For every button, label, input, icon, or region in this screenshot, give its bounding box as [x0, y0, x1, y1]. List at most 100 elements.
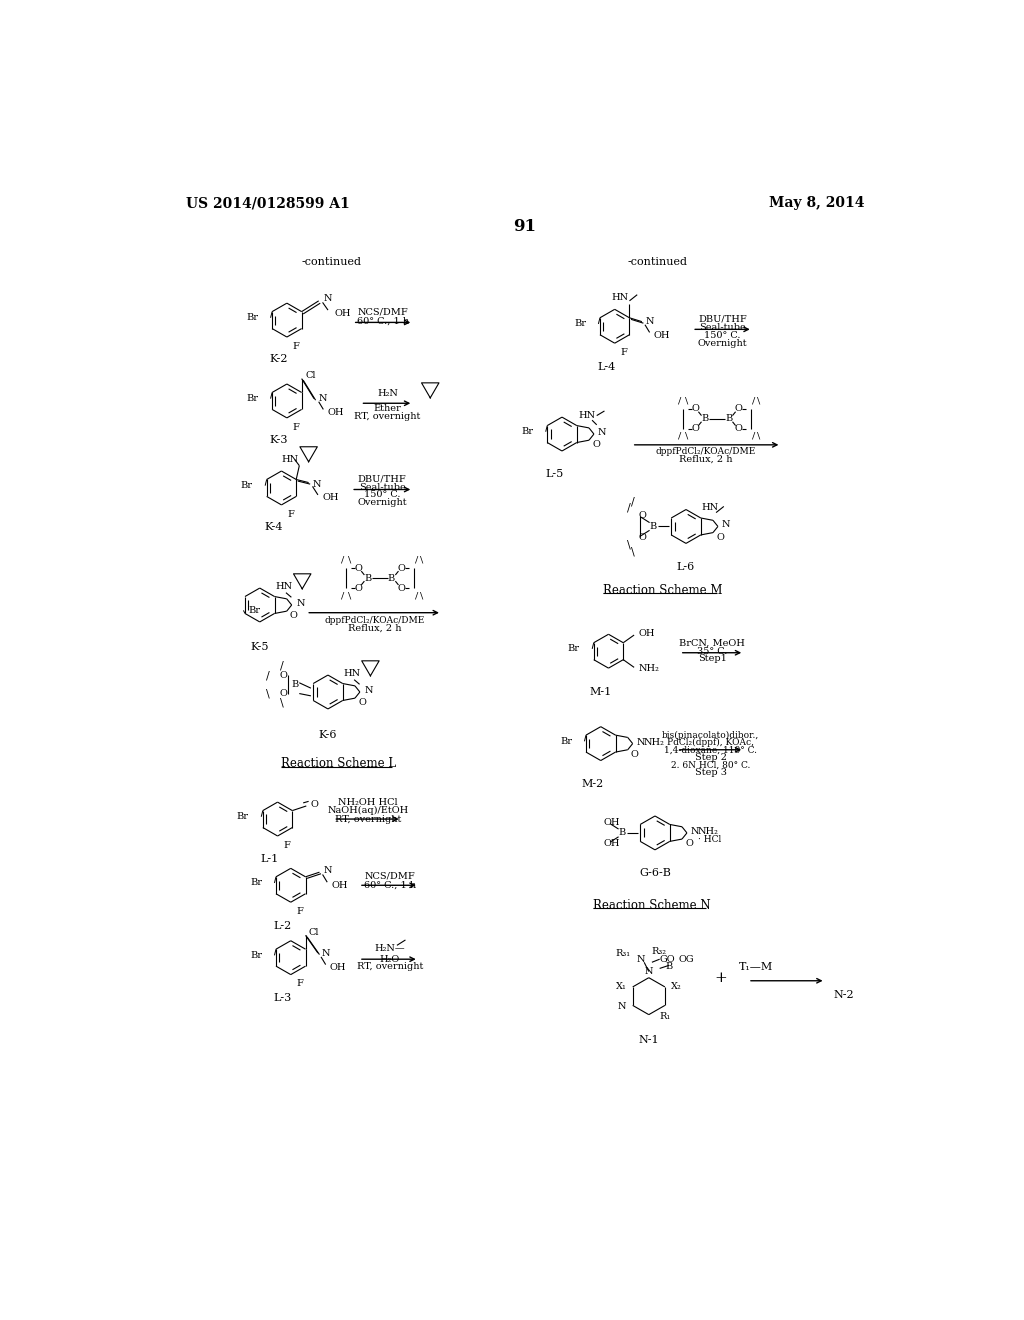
- Text: Reflux, 2 h: Reflux, 2 h: [348, 623, 401, 632]
- Text: H₂O: H₂O: [380, 954, 400, 964]
- Text: L-3: L-3: [273, 993, 292, 1003]
- Text: \: \: [347, 591, 351, 601]
- Text: OH: OH: [323, 494, 339, 503]
- Text: N: N: [296, 599, 305, 609]
- Text: /: /: [266, 671, 270, 680]
- Text: R₃₂: R₃₂: [652, 946, 667, 956]
- Text: Step1: Step1: [698, 655, 727, 664]
- Text: Br: Br: [241, 482, 253, 490]
- Text: N: N: [598, 428, 606, 437]
- Text: O: O: [280, 689, 287, 698]
- Text: O: O: [592, 441, 600, 449]
- Text: Br: Br: [246, 395, 258, 403]
- Text: B: B: [365, 574, 372, 582]
- Text: F: F: [293, 342, 300, 351]
- Text: T₁—M: T₁—M: [738, 962, 773, 972]
- Text: -continued: -continued: [302, 257, 361, 268]
- Text: HN: HN: [579, 411, 596, 420]
- Text: 1,4-dioxane, 110° C.: 1,4-dioxane, 110° C.: [665, 746, 758, 754]
- Text: O: O: [358, 698, 366, 708]
- Text: Br: Br: [560, 737, 572, 746]
- Text: B: B: [666, 962, 673, 972]
- Text: PdCl₂(dppf), KOAc,: PdCl₂(dppf), KOAc,: [668, 738, 755, 747]
- Text: OH: OH: [639, 630, 655, 638]
- Text: NCS/DMF: NCS/DMF: [365, 871, 416, 880]
- Text: N: N: [324, 294, 332, 304]
- Text: /: /: [679, 432, 682, 441]
- Text: \: \: [420, 556, 423, 565]
- Text: N: N: [637, 954, 645, 964]
- Text: · HCl: · HCl: [697, 834, 721, 843]
- Text: N: N: [318, 395, 328, 403]
- Text: O: O: [639, 533, 646, 541]
- Text: N: N: [365, 686, 373, 694]
- Text: N: N: [322, 949, 331, 958]
- Text: H₂N: H₂N: [377, 389, 398, 397]
- Text: K-3: K-3: [270, 434, 289, 445]
- Text: L-5: L-5: [545, 470, 563, 479]
- Text: /: /: [627, 503, 631, 513]
- Text: N: N: [646, 317, 654, 326]
- Text: Br: Br: [574, 319, 586, 329]
- Text: N: N: [722, 520, 730, 529]
- Text: /: /: [415, 591, 419, 601]
- Text: HN: HN: [275, 582, 292, 591]
- Text: B: B: [725, 414, 732, 424]
- Text: K-5: K-5: [251, 642, 269, 652]
- Text: F: F: [621, 348, 628, 356]
- Text: Cl: Cl: [308, 928, 319, 937]
- Text: NaOH(aq)/EtOH: NaOH(aq)/EtOH: [328, 807, 409, 816]
- Text: Seal-tube: Seal-tube: [699, 323, 745, 333]
- Text: O: O: [354, 564, 362, 573]
- Text: K-4: K-4: [264, 521, 283, 532]
- Text: O: O: [691, 404, 699, 413]
- Text: X₁: X₁: [615, 982, 627, 991]
- Text: Seal-tube: Seal-tube: [358, 483, 406, 491]
- Text: Step 2: Step 2: [695, 752, 727, 762]
- Text: B: B: [701, 414, 709, 424]
- Text: HN: HN: [611, 293, 629, 302]
- Text: 2. 6N HCl, 80° C.: 2. 6N HCl, 80° C.: [671, 760, 751, 770]
- Text: L-4: L-4: [598, 362, 616, 372]
- Text: O: O: [735, 404, 742, 413]
- Text: N-2: N-2: [834, 990, 854, 1001]
- Text: B: B: [292, 680, 299, 689]
- Text: N: N: [637, 738, 645, 747]
- Text: O: O: [691, 424, 699, 433]
- Text: HN: HN: [343, 669, 360, 678]
- Text: Br: Br: [250, 950, 262, 960]
- Text: NH₂: NH₂: [639, 664, 659, 673]
- Text: Reaction Scheme L: Reaction Scheme L: [281, 758, 396, 771]
- Text: May 8, 2014: May 8, 2014: [769, 197, 864, 210]
- Text: -continued: -continued: [628, 257, 687, 268]
- Text: M-2: M-2: [582, 779, 604, 789]
- Text: F: F: [297, 907, 303, 916]
- Text: O: O: [639, 511, 646, 520]
- Text: HN: HN: [701, 503, 719, 512]
- Text: Ether: Ether: [374, 404, 401, 413]
- Text: HN: HN: [282, 455, 299, 463]
- Text: O: O: [354, 583, 362, 593]
- Text: Br: Br: [250, 879, 262, 887]
- Text: N: N: [618, 1002, 627, 1011]
- Text: \: \: [280, 698, 284, 708]
- Text: \: \: [627, 540, 631, 550]
- Text: 60° C., 1 h: 60° C., 1 h: [357, 317, 409, 326]
- Text: OH: OH: [328, 408, 344, 417]
- Text: RT, overnight: RT, overnight: [335, 814, 401, 824]
- Text: Reaction Scheme N: Reaction Scheme N: [593, 899, 711, 912]
- Text: DBU/THF: DBU/THF: [357, 474, 407, 483]
- Text: Reflux, 2 h: Reflux, 2 h: [679, 454, 733, 463]
- Text: GO: GO: [659, 954, 675, 964]
- Text: DBU/THF: DBU/THF: [698, 314, 746, 323]
- Text: \: \: [757, 396, 760, 405]
- Text: O: O: [685, 840, 693, 849]
- Text: O: O: [735, 424, 742, 433]
- Text: OH: OH: [330, 964, 346, 972]
- Text: /: /: [280, 661, 284, 671]
- Text: NH₂: NH₂: [643, 738, 665, 747]
- Text: dppfPdCl₂/KOAc/DME: dppfPdCl₂/KOAc/DME: [656, 446, 757, 455]
- Text: US 2014/0128599 A1: US 2014/0128599 A1: [186, 197, 350, 210]
- Text: OH: OH: [334, 309, 350, 318]
- Text: \: \: [632, 546, 635, 556]
